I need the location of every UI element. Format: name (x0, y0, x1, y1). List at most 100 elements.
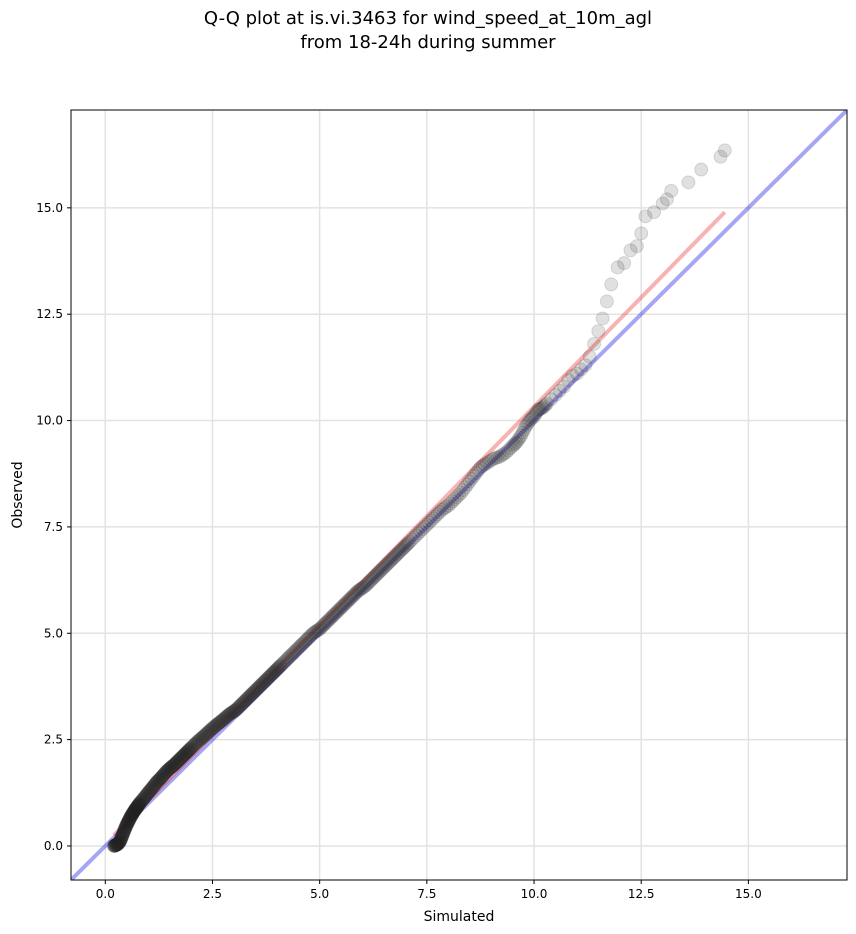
data-point (241, 690, 256, 705)
data-point (113, 832, 128, 847)
data-point (131, 797, 146, 812)
data-point (245, 686, 260, 701)
data-point (209, 717, 224, 732)
data-point (122, 812, 137, 827)
data-point (229, 702, 244, 717)
data-point (279, 653, 294, 668)
data-point (362, 574, 377, 589)
data-point (147, 777, 162, 792)
data-point (137, 789, 152, 804)
data-point (156, 767, 171, 782)
data-point (147, 778, 162, 793)
data-point (156, 768, 171, 783)
data-point (322, 611, 337, 626)
data-point (199, 726, 214, 741)
data-point (447, 492, 462, 507)
chart-title-line2: from 18-24h during summer (300, 32, 556, 53)
data-point (525, 410, 540, 425)
grid-lines (71, 110, 847, 880)
data-point (185, 739, 200, 754)
data-point (121, 815, 136, 830)
data-point (187, 737, 202, 752)
data-point (231, 700, 246, 715)
data-point (315, 619, 330, 634)
data-point (169, 756, 184, 771)
data-point (268, 663, 283, 678)
data-point (265, 666, 280, 681)
data-point (127, 803, 142, 818)
data-point (270, 661, 285, 676)
data-point (114, 831, 129, 846)
data-point (537, 399, 552, 414)
data-point (343, 591, 358, 606)
data-point (659, 192, 674, 207)
data-point (325, 609, 340, 624)
chart-title-line1: Q-Q plot at is.vi.3463 for wind_speed_at… (203, 8, 653, 29)
data-point (469, 466, 484, 481)
data-point (177, 748, 192, 763)
data-point (189, 735, 204, 750)
data-point (252, 679, 267, 694)
data-points (106, 143, 732, 853)
data-point (396, 541, 411, 556)
data-point (191, 734, 206, 749)
data-point (138, 789, 153, 804)
data-point (271, 660, 286, 675)
data-point (119, 817, 134, 832)
data-point (320, 614, 335, 629)
data-point (370, 566, 385, 581)
data-point (334, 600, 349, 615)
data-point (164, 759, 179, 774)
data-point (713, 149, 728, 164)
data-point (276, 655, 291, 670)
data-point (486, 451, 501, 466)
data-point (216, 712, 231, 727)
data-point (237, 694, 252, 709)
data-point (158, 765, 173, 780)
data-point (112, 835, 127, 850)
data-point (205, 721, 220, 736)
data-point (137, 790, 152, 805)
data-point (122, 811, 137, 826)
data-point (328, 606, 343, 621)
fit-line (112, 210, 727, 837)
data-point (141, 785, 156, 800)
data-point (177, 747, 192, 762)
data-point (272, 659, 287, 674)
data-point (275, 656, 290, 671)
data-point (117, 823, 132, 838)
data-point (366, 570, 381, 585)
data-point (281, 650, 296, 665)
data-point (246, 685, 261, 700)
data-point (130, 799, 145, 814)
data-point (479, 456, 494, 471)
data-point (258, 674, 272, 689)
data-point (355, 581, 370, 596)
data-point (108, 838, 123, 853)
data-point (129, 800, 144, 815)
data-point (211, 716, 226, 731)
data-point (136, 791, 151, 806)
data-point (125, 807, 140, 822)
data-point (129, 800, 144, 815)
x-tick-label: 2.5 (203, 887, 222, 901)
data-point (310, 623, 325, 638)
x-tick-label: 12.5 (628, 887, 655, 901)
data-point (170, 754, 185, 769)
data-point (217, 711, 232, 726)
data-point (378, 559, 393, 574)
data-point (348, 586, 363, 601)
data-point (142, 783, 157, 798)
data-point (135, 792, 150, 807)
data-point (392, 545, 407, 560)
data-point (198, 727, 213, 742)
data-point (111, 836, 126, 851)
data-point (188, 736, 203, 751)
data-point (229, 702, 244, 717)
data-point (432, 505, 447, 520)
data-point (298, 633, 313, 648)
data-point (120, 815, 135, 830)
data-point (139, 788, 154, 803)
data-point (128, 801, 143, 816)
data-point (200, 725, 215, 740)
